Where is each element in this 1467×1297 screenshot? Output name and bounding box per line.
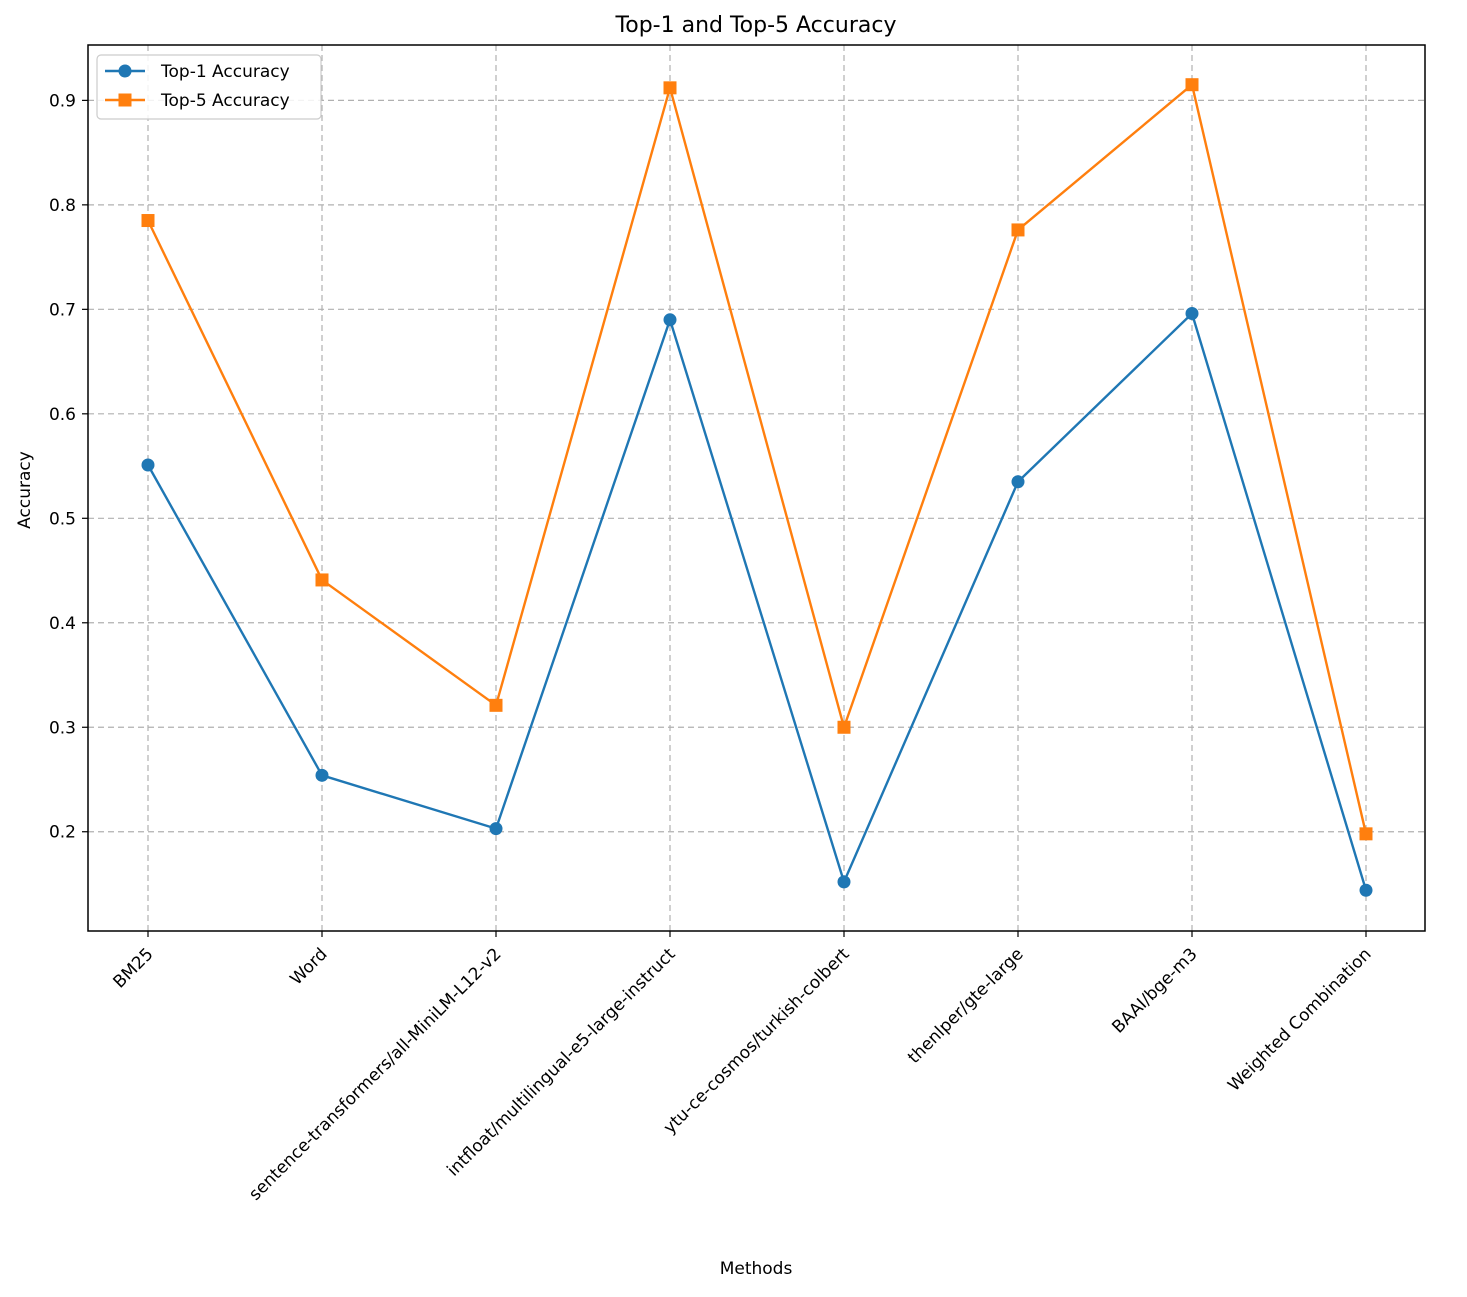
data-point-square [1185,78,1199,92]
data-point-square [663,81,677,95]
y-tick-label: 0.4 [49,614,76,634]
y-tick-label: 0.6 [49,405,76,425]
legend: Top-1 Accuracy Top-5 Accuracy [96,54,322,120]
data-point-circle [1185,307,1199,321]
x-tick-label: thenlper/gte-large [904,944,1027,1067]
data-point-square [489,698,503,712]
data-point-circle [315,768,329,782]
data-point-square [1359,827,1373,841]
series-layer [141,78,1373,897]
y-axis: 0.2 0.3 0.4 0.5 0.6 0.7 0.8 0.9 [49,91,88,843]
data-point-circle [489,822,503,836]
data-point-square [837,720,851,734]
x-tick-label: Weighted Combination [1224,944,1375,1095]
data-point-circle [1359,883,1373,897]
legend-marker-circle [118,64,132,78]
series-line-1 [146,312,1368,891]
y-tick-label: 0.2 [49,823,76,843]
x-tick-label: ytu-ce-cosmos/turkish-colbert [660,944,854,1138]
series-line-2 [146,83,1368,835]
y-tick-label: 0.9 [49,91,76,111]
y-tick-label: 0.7 [49,300,76,320]
x-tick-label: BAAI/bge-m3 [1108,944,1201,1037]
data-point-circle [141,458,155,472]
plot-frame [87,44,1426,932]
x-tick-label: Word [286,944,331,989]
data-point-circle [837,875,851,889]
legend-box [96,54,322,120]
y-axis-label: Accuracy [15,451,35,529]
x-axis: BM25 Wordsentence-transformers/all-MiniLM… [109,931,1376,1205]
data-point-circle [1011,475,1025,489]
legend-marker-square [118,93,132,107]
y-tick-label: 0.5 [49,509,76,529]
data-point-square [1011,223,1025,237]
y-tick-label: 0.3 [49,718,76,738]
x-tick-label: BM25 [109,944,157,992]
legend-label: Top-5 Accuracy [160,91,290,111]
chart-title: Top-1 and Top-5 Accuracy [615,13,897,38]
grid-layer [88,45,1425,931]
data-point-circle [663,313,677,327]
data-point-square [315,573,329,587]
y-tick-label: 0.8 [49,196,76,216]
data-point-square [141,214,155,228]
x-axis-label: Methods [720,1259,793,1279]
legend-label: Top-1 Accuracy [160,62,290,82]
